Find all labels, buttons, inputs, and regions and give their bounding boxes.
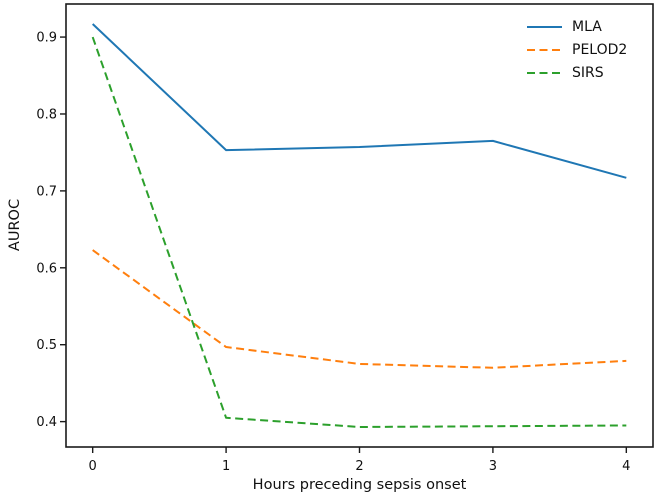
legend-item-mla: MLA bbox=[527, 15, 627, 38]
x-tick-label: 0 bbox=[89, 459, 97, 474]
legend-item-pelod2: PELOD2 bbox=[527, 38, 627, 61]
legend-line-pelod2 bbox=[527, 47, 562, 52]
y-tick-label: 0.4 bbox=[36, 415, 57, 430]
x-tick-label: 1 bbox=[222, 459, 230, 474]
y-tick-label: 0.8 bbox=[36, 107, 57, 122]
y-tick-label: 0.9 bbox=[36, 31, 57, 46]
series-line-sirs bbox=[91, 36, 627, 429]
legend-item-sirs: SIRS bbox=[527, 61, 627, 84]
series-line-mla bbox=[91, 23, 627, 179]
x-tick-label: 4 bbox=[622, 459, 630, 474]
y-tick-label: 0.6 bbox=[36, 261, 57, 276]
series-line-pelod2 bbox=[92, 249, 627, 369]
legend-line-sirs bbox=[527, 70, 562, 75]
y-tick-label: 0.7 bbox=[36, 184, 57, 199]
legend: MLA PELOD2 SIRS bbox=[527, 15, 627, 84]
y-tick-label: 0.5 bbox=[36, 338, 57, 353]
legend-label-mla: MLA bbox=[572, 18, 602, 35]
x-axis-label: Hours preceding sepsis onset bbox=[252, 477, 467, 493]
x-tick-label: 2 bbox=[355, 459, 363, 474]
legend-label-sirs: SIRS bbox=[572, 64, 604, 81]
legend-line-mla bbox=[527, 24, 562, 29]
legend-label-pelod2: PELOD2 bbox=[572, 41, 628, 58]
y-axis-label: AUROC bbox=[7, 198, 23, 252]
x-tick-label: 3 bbox=[489, 459, 497, 474]
